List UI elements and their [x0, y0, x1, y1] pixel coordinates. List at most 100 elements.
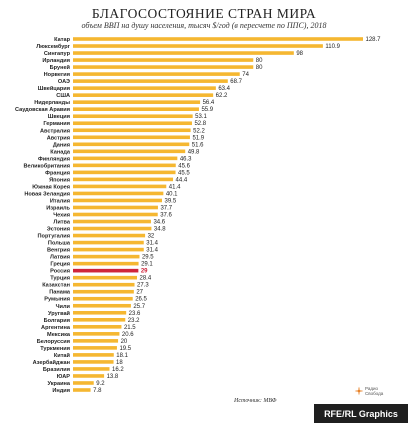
- country-label: Бразилия: [43, 367, 70, 373]
- country-label: Украина: [47, 381, 70, 387]
- value-label: 55.9: [201, 107, 213, 113]
- bar: [73, 184, 167, 189]
- bar: [73, 65, 254, 69]
- bar: [73, 240, 144, 245]
- value-label: 63.4: [218, 86, 230, 92]
- bar: [73, 100, 201, 104]
- country-label: Румыния: [44, 297, 70, 303]
- country-label: Нидерланды: [34, 100, 70, 106]
- value-label: 29.5: [142, 255, 154, 261]
- value-label: 62.2: [216, 93, 228, 99]
- bar: [73, 233, 146, 238]
- country-label: Великобритания: [23, 162, 70, 169]
- country-label: Катар: [54, 37, 70, 43]
- country-label: Белоруссия: [37, 339, 70, 345]
- country-label: Дания: [53, 142, 70, 148]
- value-label: 44.4: [176, 177, 188, 183]
- chart-subtitle: объем ВВП на душу населения, тысяч $/год…: [81, 21, 327, 30]
- bar: [73, 44, 323, 48]
- bar: [73, 367, 110, 371]
- country-label: Польша: [48, 241, 71, 247]
- value-label: 16.2: [112, 367, 124, 373]
- bar: [73, 261, 139, 266]
- value-label: 18.1: [116, 353, 128, 359]
- value-label: 37.7: [160, 205, 172, 211]
- value-label: 9.2: [96, 381, 105, 387]
- value-label: 20.6: [122, 332, 134, 338]
- bar: [73, 191, 164, 196]
- value-label: 46.3: [180, 156, 192, 162]
- bar: [73, 86, 216, 90]
- country-label: Япония: [49, 177, 70, 183]
- bar: [73, 339, 119, 343]
- country-label: Мексика: [47, 332, 71, 338]
- value-label: 37.6: [160, 213, 172, 219]
- value-label: 34.6: [153, 220, 165, 226]
- value-label: 34.8: [154, 227, 166, 233]
- bar: [73, 142, 190, 147]
- value-label: 25.7: [133, 304, 145, 310]
- bar: [73, 107, 199, 111]
- bar: [73, 121, 192, 126]
- bar: [73, 37, 363, 41]
- radio-svoboda-logo: Радио Свобода: [354, 386, 390, 398]
- bar: [73, 72, 240, 76]
- chart-title: БЛАГОСОСТОЯНИЕ СТРАН МИРА: [91, 6, 317, 21]
- value-label: 7.8: [93, 388, 102, 394]
- bar: [73, 388, 91, 392]
- source-note: Источник: МВФ: [234, 398, 277, 404]
- value-label: 40.1: [166, 191, 178, 197]
- value-label: 32: [148, 234, 155, 240]
- bar: [73, 114, 193, 119]
- value-label: 28.4: [139, 276, 151, 282]
- value-label: 45.5: [178, 170, 190, 176]
- bar: [73, 381, 94, 385]
- value-label: 128.7: [366, 37, 382, 43]
- bar: [73, 58, 254, 62]
- bar: [73, 128, 191, 133]
- value-label: 52.8: [194, 121, 206, 127]
- country-label: Литва: [53, 220, 70, 226]
- country-label: США: [56, 93, 70, 99]
- value-label: 52.2: [193, 128, 205, 134]
- country-label: Азербайджан: [33, 359, 70, 366]
- country-label: Чехия: [53, 213, 70, 219]
- value-label: 53.1: [195, 114, 207, 120]
- bar: [73, 79, 228, 83]
- country-label: Болгария: [44, 318, 70, 324]
- country-label: Уругвай: [48, 310, 71, 317]
- country-label: Турция: [50, 276, 70, 282]
- bar: [73, 310, 127, 315]
- bar: [73, 205, 158, 210]
- bar: [73, 282, 135, 287]
- value-label: 29: [141, 269, 148, 275]
- bar: [73, 353, 114, 357]
- bar: [73, 163, 176, 168]
- value-label: 68.7: [230, 79, 242, 85]
- value-label: 51.9: [192, 135, 204, 141]
- country-label: Эстония: [47, 227, 70, 233]
- value-label: 49.8: [188, 149, 200, 155]
- country-label: Аргентина: [41, 325, 71, 331]
- country-label: Индия: [52, 388, 70, 394]
- country-label: Австрия: [47, 135, 70, 141]
- country-label: Швейцария: [38, 85, 70, 92]
- value-label: 19.5: [119, 346, 131, 352]
- country-label: Финляндия: [38, 156, 70, 162]
- country-label: Швеция: [48, 114, 70, 120]
- bar: [73, 135, 190, 140]
- value-label: 110.9: [325, 44, 340, 50]
- country-label: Италия: [50, 198, 70, 204]
- value-label: 56.4: [203, 100, 215, 106]
- bar: [73, 212, 158, 217]
- country-label: Казахстан: [42, 283, 70, 289]
- country-label: Латвия: [50, 255, 70, 261]
- country-label: Южная Корея: [32, 184, 70, 190]
- bar: [73, 254, 140, 259]
- bar: [73, 289, 134, 294]
- value-label: 80: [256, 65, 263, 71]
- value-label: 18: [116, 360, 123, 366]
- country-label: Чили: [56, 304, 71, 310]
- value-label: 23.6: [129, 311, 141, 317]
